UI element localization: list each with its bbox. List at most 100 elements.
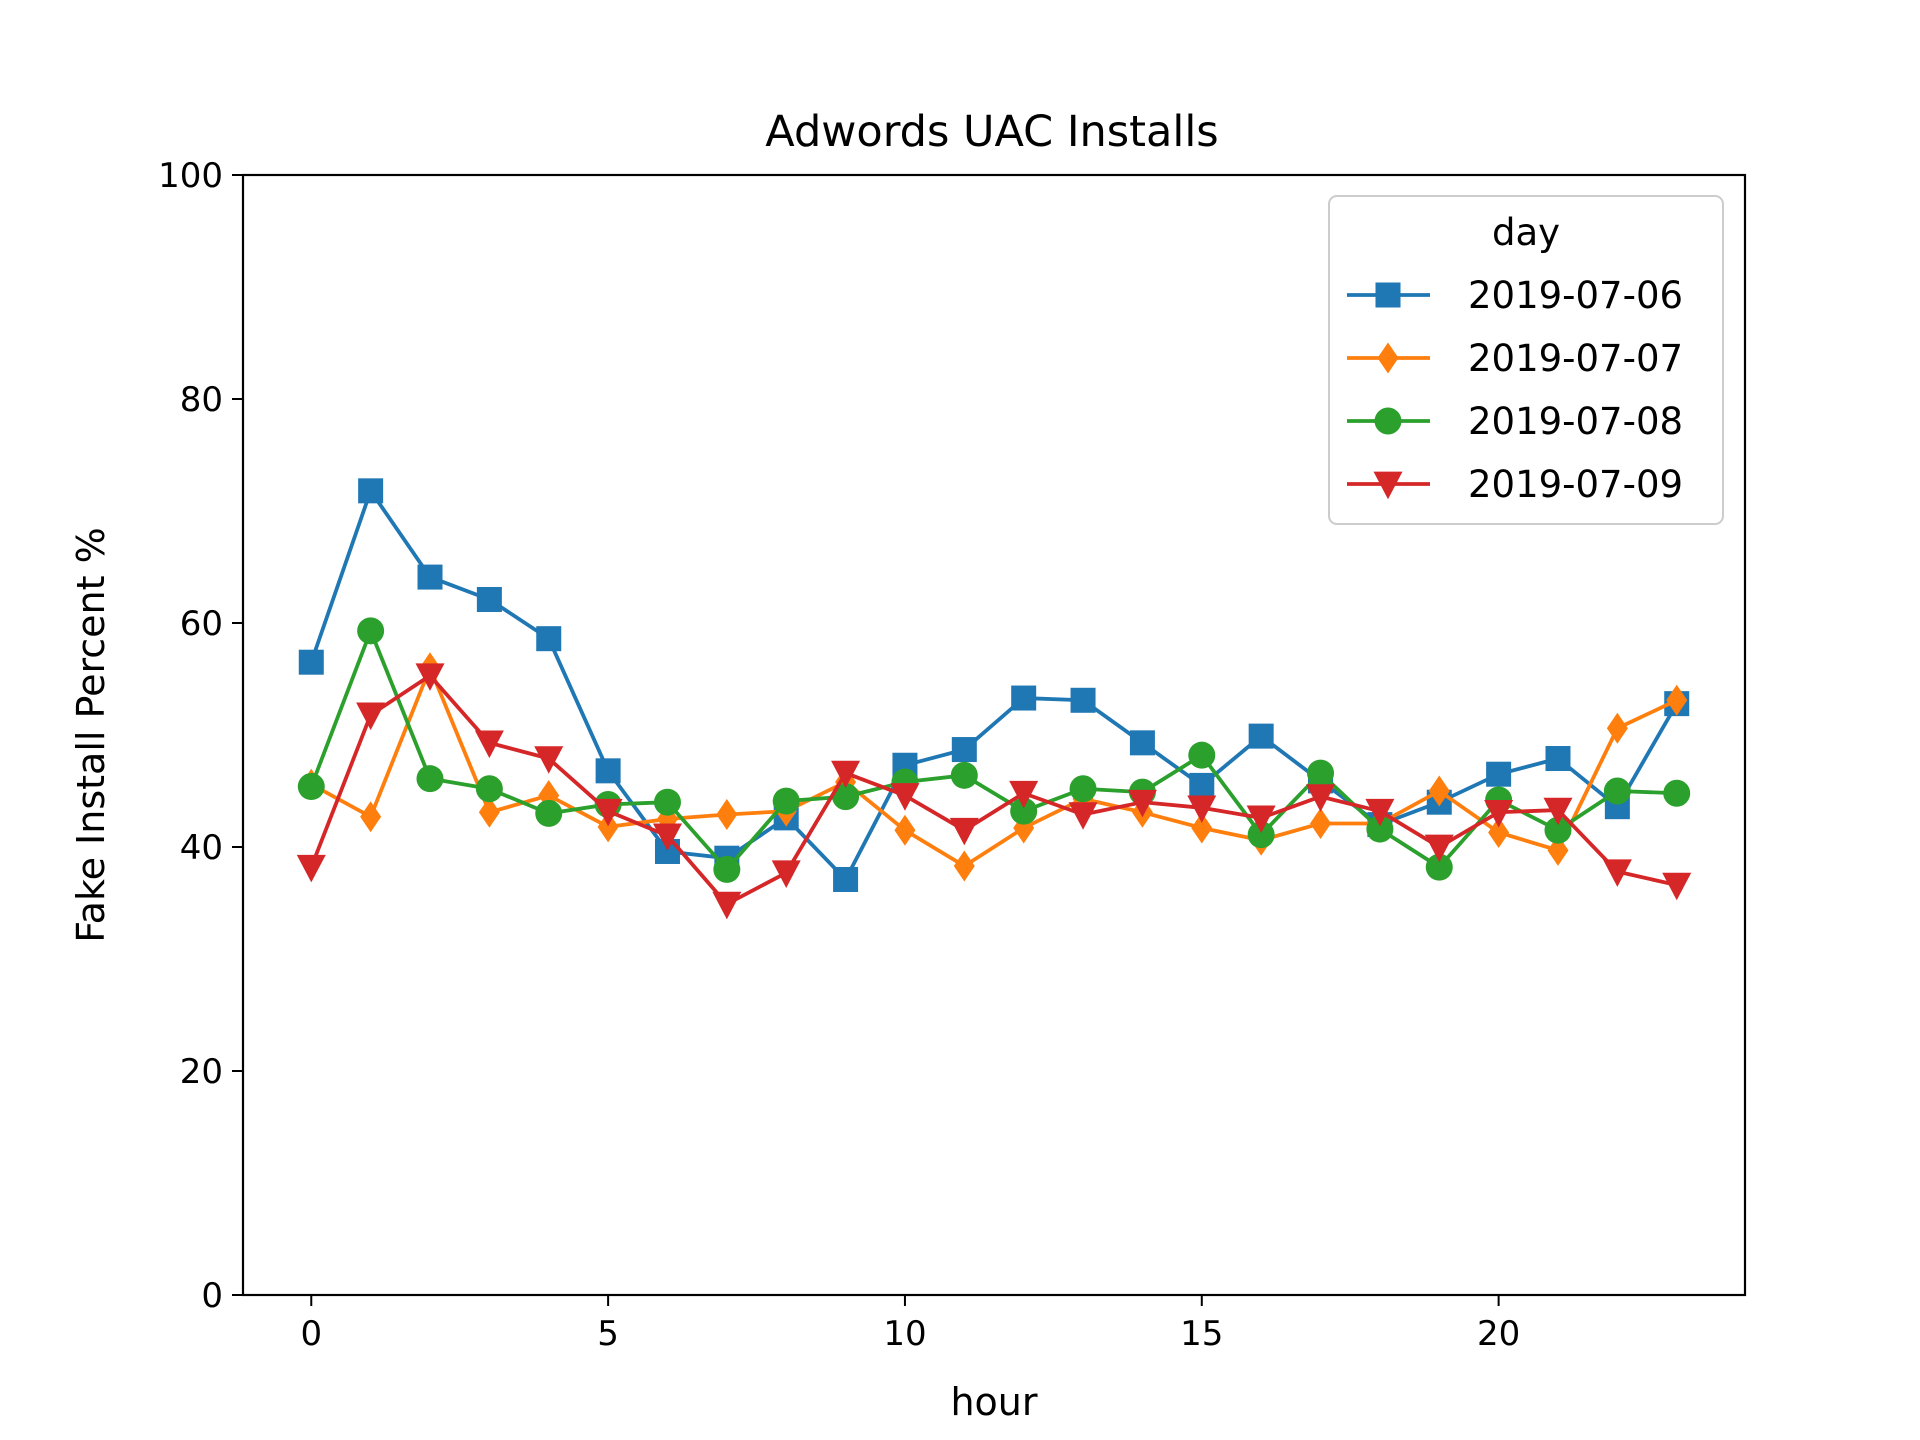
data-point: [833, 866, 859, 892]
data-point: [771, 860, 801, 888]
data-point: [597, 811, 619, 843]
data-point: [1307, 759, 1335, 787]
data-point: [713, 855, 741, 883]
y-axis: 0 20 40 60 80 100: [158, 156, 243, 1316]
data-point: [595, 758, 621, 784]
data-point: [474, 730, 504, 759]
data-point: [296, 854, 326, 883]
x-tick-label: 15: [1180, 1314, 1223, 1354]
data-point: [1666, 684, 1688, 716]
data-point: [1366, 815, 1394, 843]
legend-marker: [1374, 407, 1402, 435]
data-point: [1246, 805, 1276, 834]
legend-title: day: [1492, 211, 1560, 254]
data-point: [534, 746, 564, 774]
data-point: [1010, 797, 1038, 825]
data-point: [1188, 741, 1216, 769]
data-point: [593, 798, 623, 827]
x-tick-label: 5: [597, 1314, 619, 1354]
data-point: [1191, 812, 1213, 844]
legend: day 2019-07-06 2019-07-07 2019-07-08 2019-0…: [1328, 195, 1724, 525]
y-tick-label: 60: [180, 604, 223, 644]
data-point: [890, 783, 920, 811]
data-point: [1543, 797, 1573, 826]
data-point: [535, 799, 563, 827]
data-point: [356, 702, 386, 731]
data-point: [357, 617, 385, 645]
data-point: [478, 796, 500, 828]
data-point: [894, 814, 916, 846]
x-axis: 0 5 10 15 20: [300, 1295, 1520, 1354]
data-point: [360, 801, 382, 833]
data-point: [1009, 780, 1039, 809]
data-point: [712, 891, 742, 920]
data-point: [1127, 789, 1157, 818]
series-line: [310, 665, 1678, 868]
legend-item: 2019-07-06: [1347, 274, 1683, 317]
data-point: [475, 775, 503, 803]
x-tick-label: 0: [300, 1314, 322, 1354]
series-layer: [296, 478, 1692, 920]
data-point: [1070, 687, 1096, 713]
data-point: [1606, 712, 1628, 744]
legend-label: 2019-07-09: [1468, 463, 1683, 506]
data-point: [1425, 853, 1453, 881]
data-point: [1129, 730, 1155, 756]
data-point: [1544, 816, 1572, 844]
legend-marker: [1377, 342, 1399, 374]
data-point: [1306, 784, 1336, 812]
legend-item: 2019-07-09: [1347, 463, 1683, 506]
data-point: [653, 788, 681, 816]
y-tick-label: 0: [201, 1276, 223, 1316]
data-point: [416, 765, 444, 793]
y-axis-label: Fake Install Percent %: [69, 527, 113, 942]
y-tick-label: 40: [180, 828, 223, 868]
legend-marker: [1375, 282, 1401, 308]
data-point: [297, 773, 325, 801]
data-point: [1486, 761, 1512, 787]
data-point: [951, 737, 977, 763]
series-2019-07-08: [297, 617, 1691, 883]
data-point: [298, 649, 324, 675]
data-point: [1663, 779, 1691, 807]
data-point: [949, 817, 979, 846]
data-point: [1248, 723, 1274, 749]
data-point: [1189, 772, 1215, 798]
data-point: [1247, 821, 1275, 849]
data-point: [716, 799, 738, 831]
x-tick-label: 20: [1477, 1314, 1520, 1354]
data-point: [417, 564, 443, 590]
data-point: [1603, 777, 1631, 805]
legend-label: 2019-07-06: [1468, 274, 1683, 317]
data-point: [950, 761, 978, 789]
y-tick-label: 20: [180, 1052, 223, 1092]
data-point: [358, 478, 384, 504]
legend-box: [1328, 195, 1724, 525]
data-point: [1424, 834, 1454, 863]
data-point: [415, 663, 445, 691]
data-point: [953, 850, 975, 882]
data-point: [536, 626, 562, 652]
legend-item: 2019-07-07: [1347, 337, 1683, 380]
data-point: [1488, 816, 1510, 848]
data-point: [1011, 685, 1037, 711]
data-point: [1662, 872, 1692, 901]
legend-label: 2019-07-08: [1468, 400, 1683, 443]
data-point: [1428, 775, 1450, 807]
data-point: [1069, 775, 1097, 803]
legend-label: 2019-07-07: [1468, 337, 1683, 380]
series-2019-07-09: [296, 663, 1692, 920]
data-point: [476, 586, 502, 612]
chart-title: Adwords UAC Installs: [765, 107, 1218, 157]
data-point: [1365, 798, 1395, 827]
y-tick-label: 100: [158, 156, 223, 196]
data-point: [772, 787, 800, 815]
data-point: [1310, 807, 1332, 839]
y-tick-label: 80: [180, 380, 223, 420]
data-point: [652, 823, 682, 852]
data-point: [1545, 746, 1571, 772]
data-point: [1068, 802, 1098, 830]
legend-marker: [1373, 471, 1403, 500]
x-tick-label: 10: [883, 1314, 926, 1354]
data-point: [831, 760, 861, 789]
